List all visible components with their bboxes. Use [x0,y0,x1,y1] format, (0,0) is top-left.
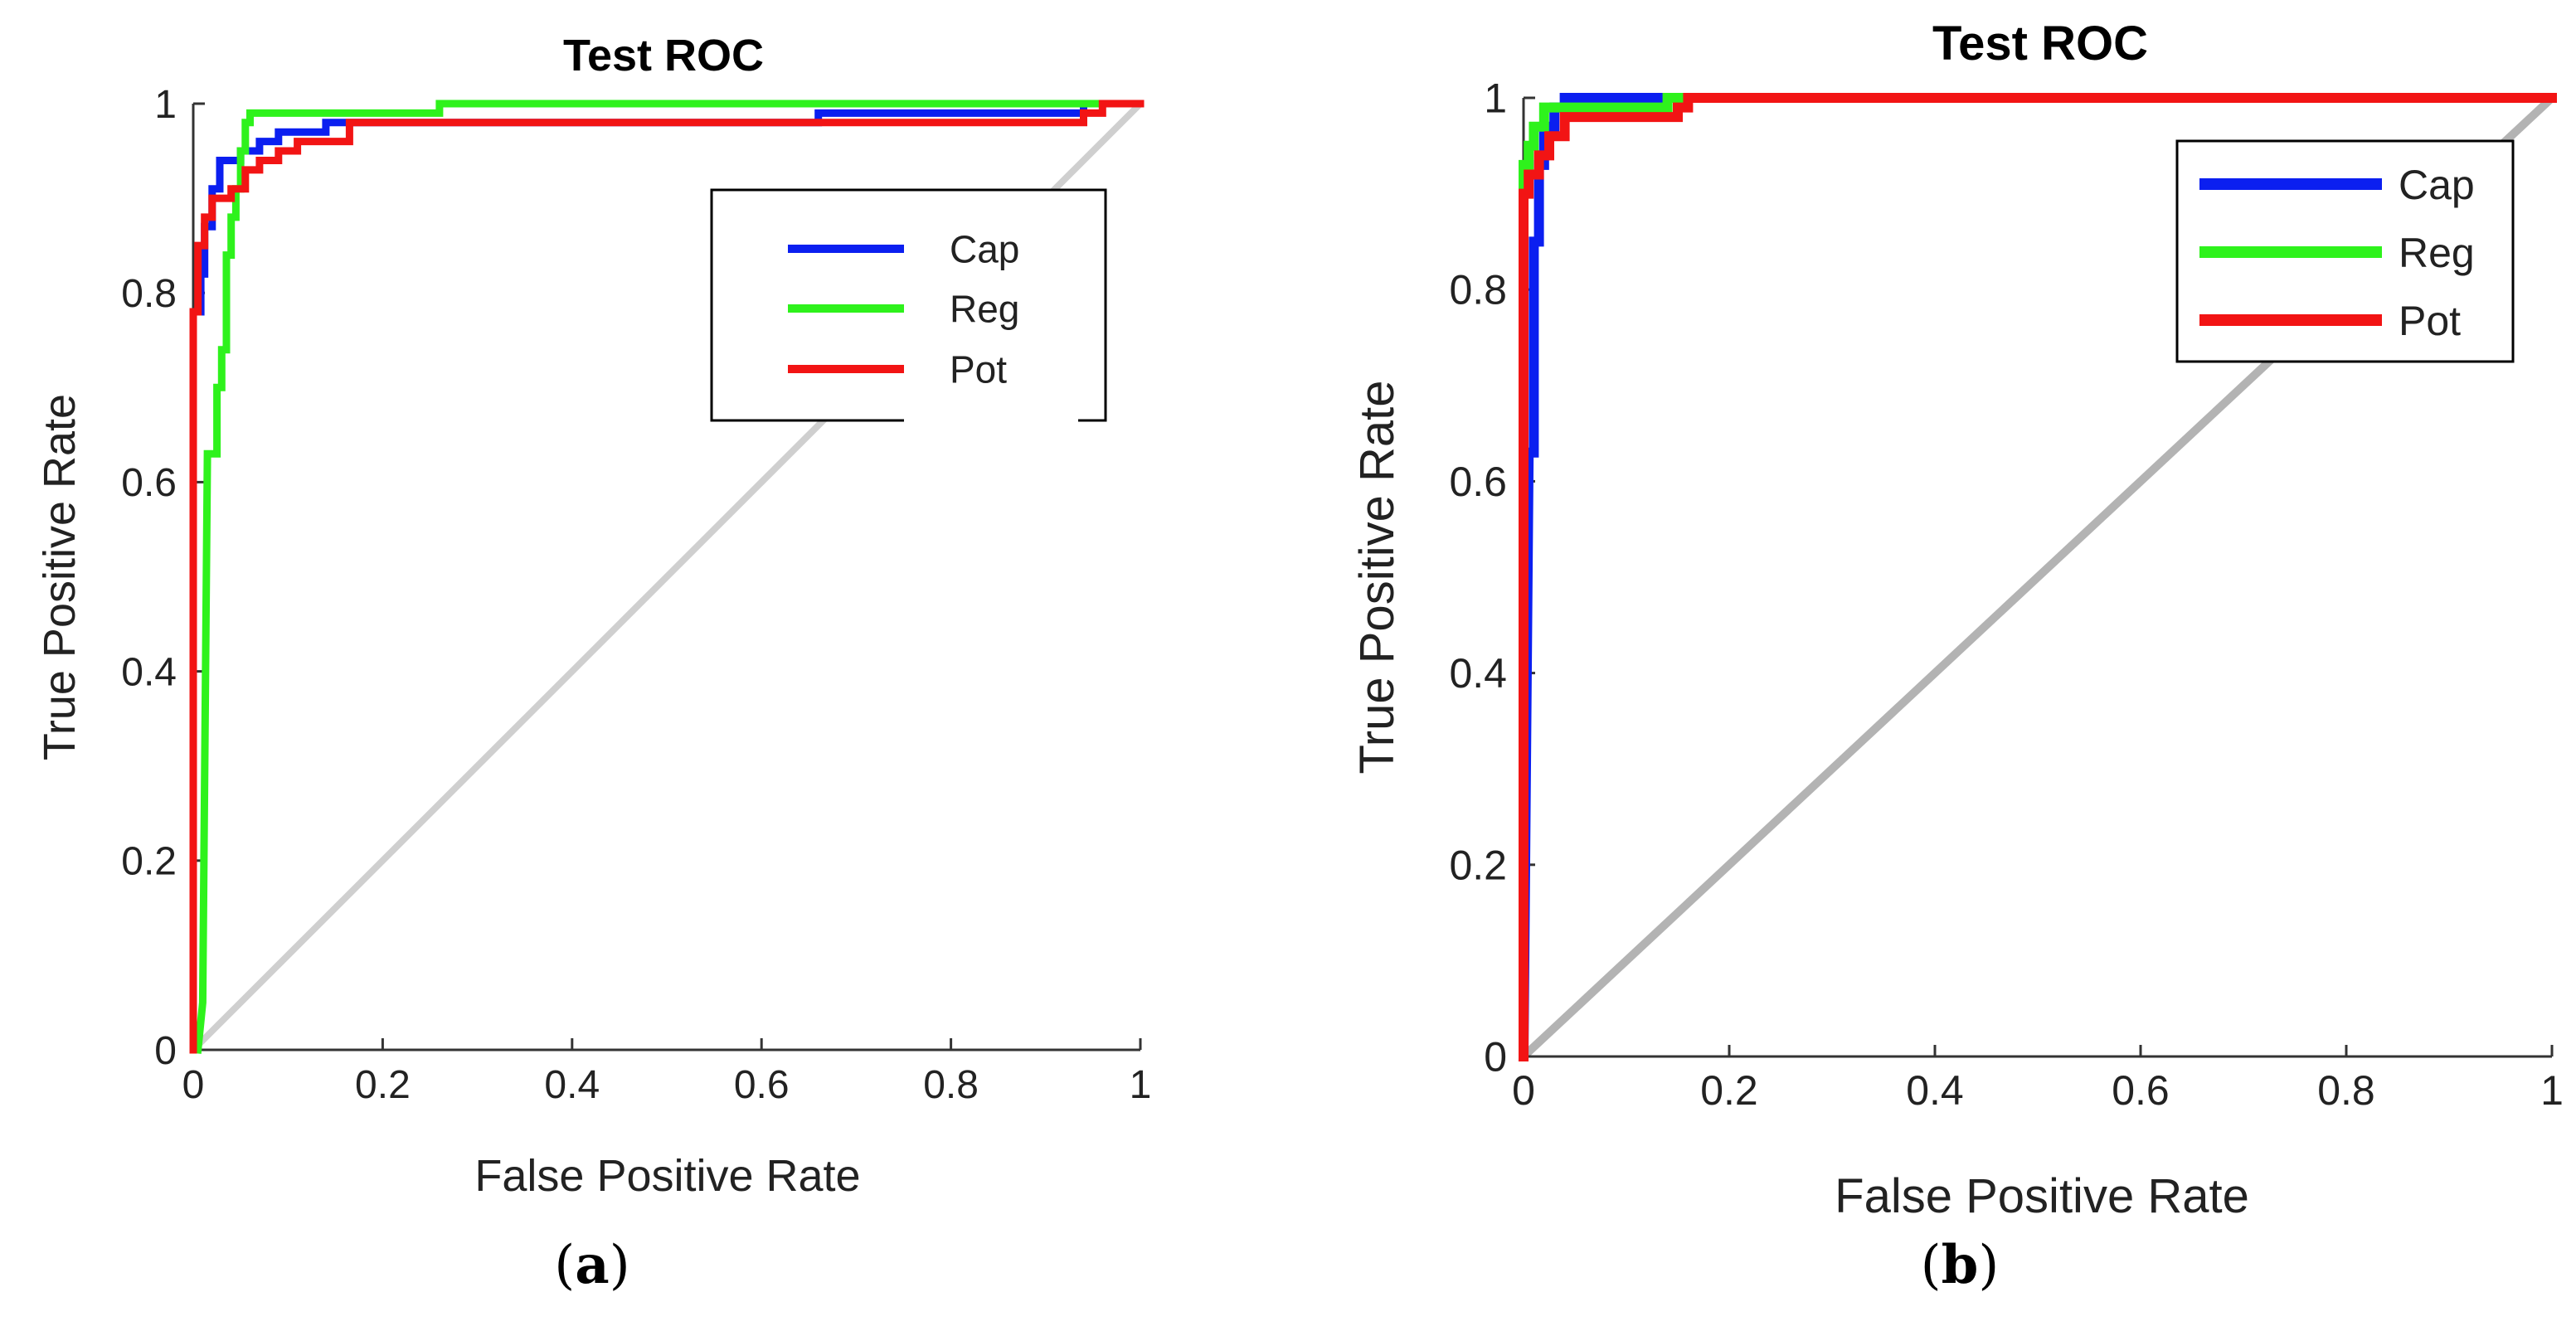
y-tick-label: 1 [154,83,177,127]
panel-caption-a: (a) [554,1234,630,1296]
y-tick-label: 0 [154,1029,177,1073]
y-tick-label: 0.2 [121,840,177,884]
x-tick-label: 0.8 [2317,1067,2375,1114]
y-tick-label: 0.6 [1449,459,1507,505]
y-axis-label: True Positive Rate [1350,381,1404,775]
y-tick-label: 1 [1484,75,1507,122]
x-tick-label: 0.2 [355,1063,411,1107]
x-tick-label: 0.4 [1906,1067,1964,1114]
x-tick-label: 0.8 [923,1063,979,1107]
y-tick-label: 0.8 [121,272,177,316]
legend-label-cap: Cap [950,228,1019,271]
x-tick-label: 1 [1130,1063,1152,1107]
x-tick-label: 0.2 [1700,1067,1758,1114]
legend-label-pot: Pot [2399,298,2461,344]
x-tick-label: 0 [182,1063,205,1107]
x-axis-label: False Positive Rate [474,1151,860,1201]
x-tick-label: 0 [1512,1067,1535,1114]
roc-curve-pot [1519,93,2557,1061]
y-tick-label: 0.4 [121,650,177,694]
y-tick-label: 0 [1484,1034,1507,1081]
legend-box [710,188,1107,422]
x-tick-label: 0.6 [2112,1067,2170,1114]
roc-curve-reg [1519,93,2557,1061]
x-tick-label: 0.6 [734,1063,790,1107]
roc-curve-pot [189,100,1145,1054]
roc-chart-b: Test ROC 0 0.2 0.4 0.6 0.8 1 0 0.2 0.4 0.6 0.8 1 Fals… [1350,17,2564,1223]
panel-caption-b: (b) [1920,1234,2000,1296]
legend: Cap Reg Pot [710,188,1107,422]
roc-curve-reg [193,100,1145,1054]
x-axis-label: False Positive Rate [1835,1169,2249,1223]
y-axis-label: True Positive Rate [35,394,85,760]
x-tick-label: 0.4 [544,1063,600,1107]
y-tick-label: 0.8 [1449,267,1507,313]
y-tick-label: 0.4 [1449,650,1507,697]
y-tick-label: 0.2 [1449,842,1507,888]
chart-title: Test ROC [1932,17,2148,70]
legend: Cap Reg Pot [2175,139,2515,363]
legend-label-pot: Pot [950,348,1007,391]
chart-title: Test ROC [563,31,764,80]
x-tick-label: 1 [2540,1067,2564,1114]
roc-chart-a: Test ROC 0 0.2 0.4 0.6 0.8 1 0 0.2 0.4 0.6 0.8 1 Fals… [35,31,1151,1201]
y-tick-label: 0.6 [121,461,177,505]
legend-label-reg: Reg [950,288,1019,331]
legend-label-reg: Reg [2399,230,2475,276]
legend-label-cap: Cap [2399,162,2475,208]
